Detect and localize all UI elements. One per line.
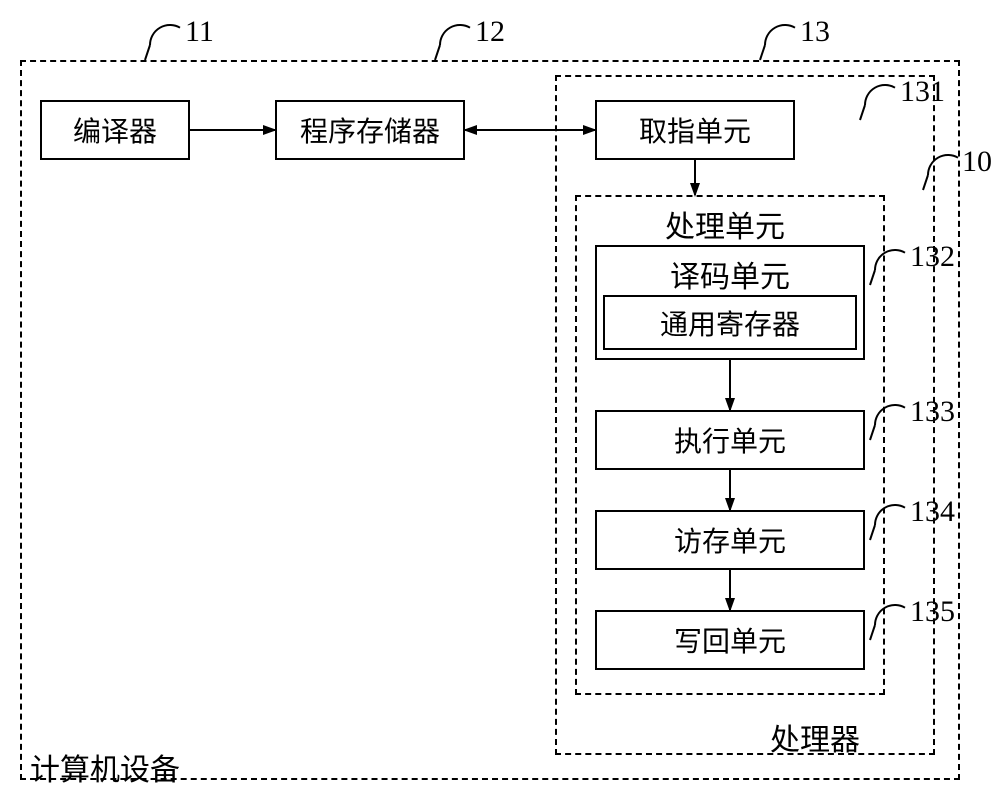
fetch-unit-label: 取指单元 xyxy=(639,110,751,150)
processing-unit-caption: 处理单元 xyxy=(665,202,785,246)
callout-134: 134 xyxy=(910,495,955,529)
compiler-label: 编译器 xyxy=(73,110,157,150)
program-memory-box: 程序存储器 xyxy=(275,100,465,160)
gpr-box: 通用寄存器 xyxy=(603,295,857,350)
callout-132: 132 xyxy=(910,240,955,274)
callout-13: 13 xyxy=(800,15,830,49)
writeback-unit-box: 写回单元 xyxy=(595,610,865,670)
execute-unit-box: 执行单元 xyxy=(595,410,865,470)
callout-12: 12 xyxy=(475,15,505,49)
computer-device-caption: 计算机设备 xyxy=(30,745,180,789)
callout-10: 10 xyxy=(962,145,992,179)
memory-access-unit-label: 访存单元 xyxy=(674,520,786,560)
decode-unit-caption: 译码单元 xyxy=(670,252,790,296)
compiler-box: 编译器 xyxy=(40,100,190,160)
processor-caption: 处理器 xyxy=(770,715,860,759)
fetch-unit-box: 取指单元 xyxy=(595,100,795,160)
memory-access-unit-box: 访存单元 xyxy=(595,510,865,570)
execute-unit-label: 执行单元 xyxy=(674,420,786,460)
callout-135: 135 xyxy=(910,595,955,629)
callout-133: 133 xyxy=(910,395,955,429)
gpr-label: 通用寄存器 xyxy=(660,303,800,343)
program-memory-label: 程序存储器 xyxy=(300,110,440,150)
callout-131: 131 xyxy=(900,75,945,109)
callout-11: 11 xyxy=(185,15,214,49)
writeback-unit-label: 写回单元 xyxy=(674,620,786,660)
